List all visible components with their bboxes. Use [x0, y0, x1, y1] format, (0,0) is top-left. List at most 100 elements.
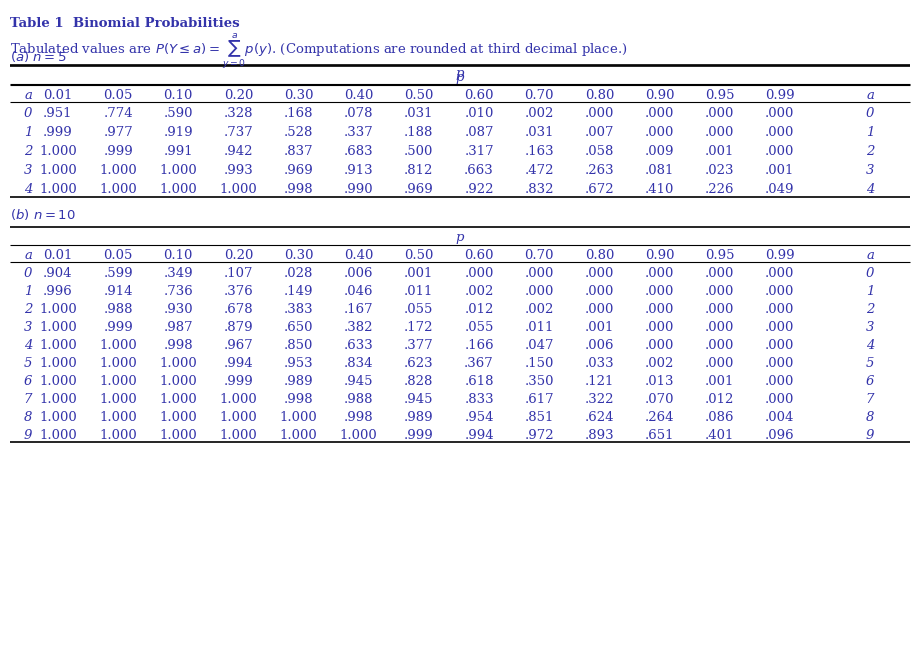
Text: .663: .663 [464, 164, 494, 177]
Text: 0.70: 0.70 [524, 249, 553, 262]
Text: 0.60: 0.60 [464, 89, 494, 102]
Text: 0.60: 0.60 [464, 249, 494, 262]
Text: .383: .383 [283, 303, 313, 316]
Text: 1.000: 1.000 [159, 411, 197, 424]
Text: .367: .367 [464, 357, 494, 370]
Text: .972: .972 [524, 429, 553, 442]
Text: 0.05: 0.05 [103, 89, 132, 102]
Text: .047: .047 [524, 339, 553, 352]
Text: .001: .001 [704, 375, 733, 388]
Text: .011: .011 [403, 285, 433, 298]
Text: .000: .000 [644, 126, 674, 139]
Text: .828: .828 [403, 375, 433, 388]
Text: 0: 0 [865, 107, 873, 120]
Text: .107: .107 [223, 267, 253, 280]
Text: 1.000: 1.000 [40, 411, 77, 424]
Text: 0.99: 0.99 [765, 89, 794, 102]
Text: .999: .999 [223, 375, 253, 388]
Text: a: a [24, 89, 32, 102]
Text: .167: .167 [344, 303, 373, 316]
Text: .590: .590 [164, 107, 193, 120]
Text: 1.000: 1.000 [159, 183, 197, 196]
Text: .000: .000 [765, 267, 794, 280]
Text: .000: .000 [704, 303, 733, 316]
Text: 9: 9 [24, 429, 32, 442]
Text: 1.000: 1.000 [220, 393, 257, 406]
Text: 6: 6 [865, 375, 873, 388]
Text: .999: .999 [103, 321, 133, 334]
Text: 1.000: 1.000 [159, 375, 197, 388]
Text: 1: 1 [865, 285, 873, 298]
Text: 4: 4 [865, 183, 873, 196]
Text: .833: .833 [464, 393, 494, 406]
Text: .000: .000 [765, 321, 794, 334]
Text: 1.000: 1.000 [40, 183, 77, 196]
Text: .001: .001 [765, 164, 794, 177]
Text: 0.30: 0.30 [284, 249, 313, 262]
Text: 3: 3 [24, 321, 32, 334]
Text: 0.90: 0.90 [644, 249, 674, 262]
Text: 1.000: 1.000 [159, 393, 197, 406]
Text: .317: .317 [464, 145, 494, 158]
Text: Tabulated values are $P(Y \leq a) = \sum_{y=0}^{a} p(y)$. (Computations are roun: Tabulated values are $P(Y \leq a) = \sum… [10, 32, 627, 71]
Text: 4: 4 [24, 339, 32, 352]
Text: a: a [865, 249, 873, 262]
Text: .954: .954 [464, 411, 494, 424]
Text: .969: .969 [403, 183, 434, 196]
Text: .009: .009 [644, 145, 674, 158]
Text: .168: .168 [284, 107, 313, 120]
Text: .001: .001 [403, 267, 433, 280]
Text: .000: .000 [644, 107, 674, 120]
Text: Table 1  Binomial Probabilities: Table 1 Binomial Probabilities [10, 17, 239, 30]
Text: .942: .942 [223, 145, 253, 158]
Text: .000: .000 [644, 321, 674, 334]
Text: .000: .000 [704, 126, 733, 139]
Text: .000: .000 [524, 285, 553, 298]
Text: .774: .774 [103, 107, 133, 120]
Text: .096: .096 [765, 429, 794, 442]
Text: .410: .410 [644, 183, 674, 196]
Text: 8: 8 [865, 411, 873, 424]
Text: .000: .000 [704, 321, 733, 334]
Text: .055: .055 [464, 321, 494, 334]
Text: .000: .000 [584, 267, 613, 280]
Text: 1.000: 1.000 [99, 429, 137, 442]
Text: .953: .953 [283, 357, 313, 370]
Text: .812: .812 [403, 164, 433, 177]
Text: 0.20: 0.20 [223, 89, 253, 102]
Text: .945: .945 [344, 375, 373, 388]
Text: .951: .951 [43, 107, 73, 120]
Text: .904: .904 [43, 267, 73, 280]
Text: .000: .000 [765, 107, 794, 120]
Text: .010: .010 [464, 107, 494, 120]
Text: .879: .879 [223, 321, 253, 334]
Text: 4: 4 [24, 183, 32, 196]
Text: .011: .011 [524, 321, 553, 334]
Text: .998: .998 [344, 411, 373, 424]
Text: .172: .172 [403, 321, 433, 334]
Text: 1.000: 1.000 [99, 393, 137, 406]
Text: 0.50: 0.50 [403, 89, 433, 102]
Text: .999: .999 [403, 429, 434, 442]
Text: .028: .028 [284, 267, 313, 280]
Text: 0.01: 0.01 [43, 89, 73, 102]
Text: 1.000: 1.000 [339, 429, 377, 442]
Text: .226: .226 [704, 183, 733, 196]
Text: .994: .994 [223, 357, 253, 370]
Text: 0.99: 0.99 [765, 249, 794, 262]
Text: .624: .624 [584, 411, 614, 424]
Text: .000: .000 [765, 303, 794, 316]
Text: 5: 5 [24, 357, 32, 370]
Text: .000: .000 [704, 267, 733, 280]
Text: .994: .994 [464, 429, 494, 442]
Text: 1.000: 1.000 [99, 339, 137, 352]
Text: .837: .837 [283, 145, 313, 158]
Text: 1.000: 1.000 [40, 339, 77, 352]
Text: 1.000: 1.000 [40, 145, 77, 158]
Text: .046: .046 [344, 285, 373, 298]
Text: .264: .264 [644, 411, 674, 424]
Text: 1.000: 1.000 [159, 164, 197, 177]
Text: .031: .031 [524, 126, 553, 139]
Text: .651: .651 [644, 429, 674, 442]
Text: .930: .930 [164, 303, 193, 316]
